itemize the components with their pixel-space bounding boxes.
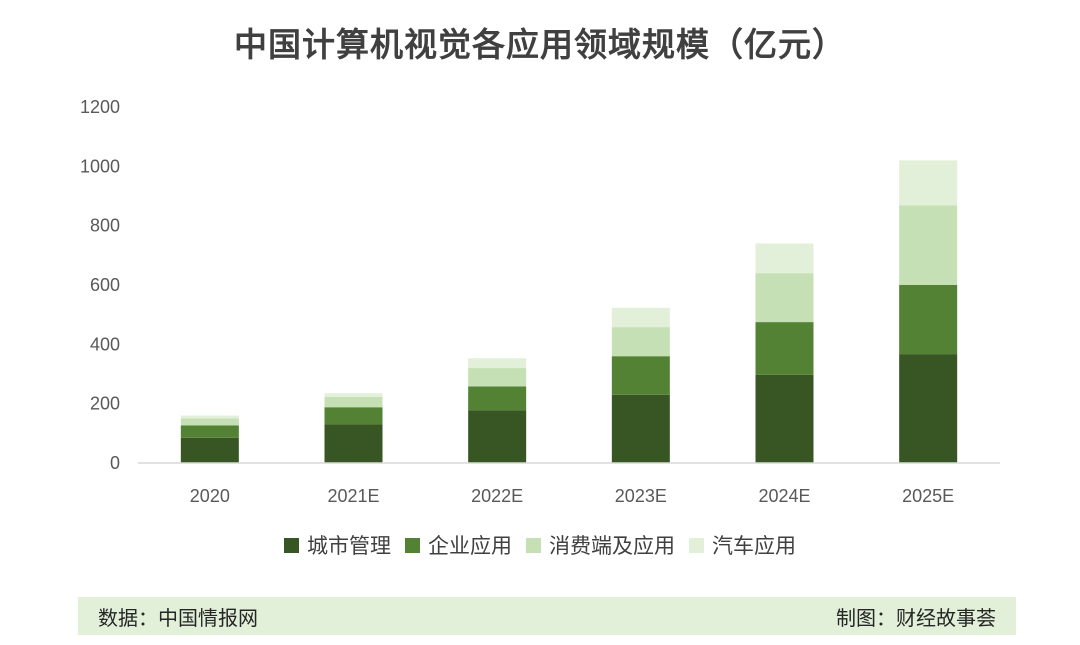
legend-item: 城市管理 bbox=[284, 530, 391, 560]
bar-segment-1 bbox=[611, 356, 670, 395]
legend-swatch-urban bbox=[284, 537, 299, 553]
x-tick-label: 2024E bbox=[758, 486, 810, 506]
x-tick-label: 2020 bbox=[190, 486, 230, 506]
bar-segment-1 bbox=[324, 407, 383, 425]
bar-segment-1 bbox=[180, 425, 239, 438]
bar-segment-1 bbox=[468, 386, 527, 411]
legend-swatch-consumer bbox=[526, 537, 541, 553]
bar-segment-0 bbox=[180, 437, 239, 463]
y-tick-label: 0 bbox=[110, 453, 120, 473]
source-text: 数据：中国情报网 bbox=[98, 605, 258, 630]
y-tick-label: 600 bbox=[90, 275, 120, 295]
x-tick-label: 2025E bbox=[902, 486, 954, 506]
bar-segment-3 bbox=[755, 243, 814, 274]
legend-label: 汽车应用 bbox=[712, 534, 796, 558]
y-tick-label: 400 bbox=[90, 334, 120, 354]
bar-segment-0 bbox=[755, 374, 814, 463]
bar-segment-2 bbox=[324, 396, 383, 408]
bar-segment-3 bbox=[468, 358, 527, 369]
y-tick-label: 200 bbox=[90, 394, 120, 414]
bar-segment-3 bbox=[324, 393, 383, 397]
legend-swatch-enterprise bbox=[405, 537, 420, 553]
x-tick-label: 2021E bbox=[327, 486, 379, 506]
bar-segment-0 bbox=[899, 354, 958, 463]
legend-label: 城市管理 bbox=[307, 534, 391, 558]
legend-swatch-auto bbox=[689, 537, 704, 553]
credit-text: 制图：财经故事荟 bbox=[836, 605, 996, 630]
bar-segment-2 bbox=[611, 327, 670, 357]
chart-legend: 城市管理 企业应用 消费端及应用 汽车应用 bbox=[0, 530, 1080, 560]
bar-segment-2 bbox=[899, 205, 958, 285]
bar-segment-3 bbox=[899, 160, 958, 206]
stacked-bar-chart: 0 200 400 600 800 1000 1200 2020 2021E 2022E 2023E… bbox=[80, 97, 1000, 506]
legend-item: 消费端及应用 bbox=[526, 530, 675, 560]
x-tick-label: 2022E bbox=[471, 486, 523, 506]
bar-segment-2 bbox=[468, 368, 527, 387]
y-tick-label: 1200 bbox=[80, 97, 120, 117]
bar-segment-2 bbox=[755, 273, 814, 323]
bar-segment-0 bbox=[468, 410, 527, 463]
bar-segment-3 bbox=[180, 415, 239, 419]
bar-segment-3 bbox=[611, 307, 670, 328]
legend-label: 消费端及应用 bbox=[549, 534, 675, 558]
bar-segment-2 bbox=[180, 418, 239, 426]
legend-item: 汽车应用 bbox=[689, 530, 796, 560]
y-tick-label: 800 bbox=[90, 216, 120, 236]
bar-segment-1 bbox=[755, 322, 814, 375]
chart-title: 中国计算机视觉各应用领域规模（亿元） bbox=[234, 25, 846, 64]
footer-bar: 数据：中国情报网 制图：财经故事荟 bbox=[78, 597, 1016, 635]
bar-segment-1 bbox=[899, 285, 958, 355]
legend-label: 企业应用 bbox=[428, 534, 512, 558]
bar-segment-0 bbox=[611, 394, 670, 463]
legend-item: 企业应用 bbox=[405, 530, 512, 560]
bar-segment-0 bbox=[324, 424, 383, 463]
y-tick-label: 1000 bbox=[80, 156, 120, 176]
x-tick-label: 2023E bbox=[615, 486, 667, 506]
